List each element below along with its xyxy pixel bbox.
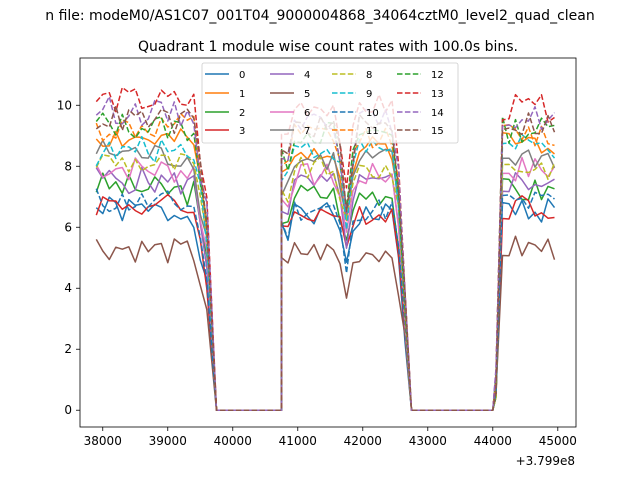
legend-label-10: 10 <box>366 108 379 119</box>
x-axis: 38000 39000 40000 41000 42000 43000 44000 45000 <box>84 427 577 448</box>
x-tick-label: 38000 <box>84 434 122 448</box>
legend-label-15: 15 <box>431 126 444 137</box>
figure-suptitle: n file: modeM0/AS1C07_001T04_9000004868_… <box>45 8 594 24</box>
x-tick-label: 45000 <box>539 434 577 448</box>
y-tick-label: 6 <box>64 220 72 234</box>
legend-label-4: 4 <box>304 70 310 81</box>
x-tick-label: 40000 <box>214 434 252 448</box>
y-tick-label: 8 <box>64 159 72 173</box>
series-line-5 <box>95 235 556 411</box>
legend-label-6: 6 <box>304 108 310 119</box>
legend-box <box>201 62 459 144</box>
y-tick-label: 10 <box>57 98 72 112</box>
y-tick-label: 0 <box>64 403 72 417</box>
x-tick-label: 41000 <box>279 434 317 448</box>
x-tick-label: 39000 <box>149 434 187 448</box>
legend-label-3: 3 <box>239 126 245 137</box>
legend-label-13: 13 <box>431 89 444 100</box>
legend-label-9: 9 <box>366 89 372 100</box>
x-axis-offset-label: +3.799e8 <box>516 454 575 468</box>
x-tick-label: 43000 <box>409 434 447 448</box>
y-axis: 0 2 4 6 8 10 <box>57 98 80 417</box>
x-tick-label: 44000 <box>474 434 512 448</box>
legend-label-5: 5 <box>304 89 310 100</box>
series-line-14 <box>95 95 556 411</box>
legend-label-1: 1 <box>239 89 245 100</box>
x-tick-label: 42000 <box>344 434 382 448</box>
legend-label-12: 12 <box>431 70 444 81</box>
legend-label-7: 7 <box>304 126 310 137</box>
plot-frame <box>79 57 577 428</box>
legend-label-8: 8 <box>366 70 372 81</box>
y-tick-label: 4 <box>64 281 72 295</box>
series-line-10 <box>95 188 555 411</box>
chart-title: Quadrant 1 module wise count rates with … <box>138 39 518 55</box>
y-tick-label: 2 <box>64 342 72 356</box>
legend-label-11: 11 <box>366 126 379 137</box>
legend-label-2: 2 <box>239 108 245 119</box>
legend-label-14: 14 <box>431 108 444 119</box>
legend-label-0: 0 <box>239 70 245 81</box>
